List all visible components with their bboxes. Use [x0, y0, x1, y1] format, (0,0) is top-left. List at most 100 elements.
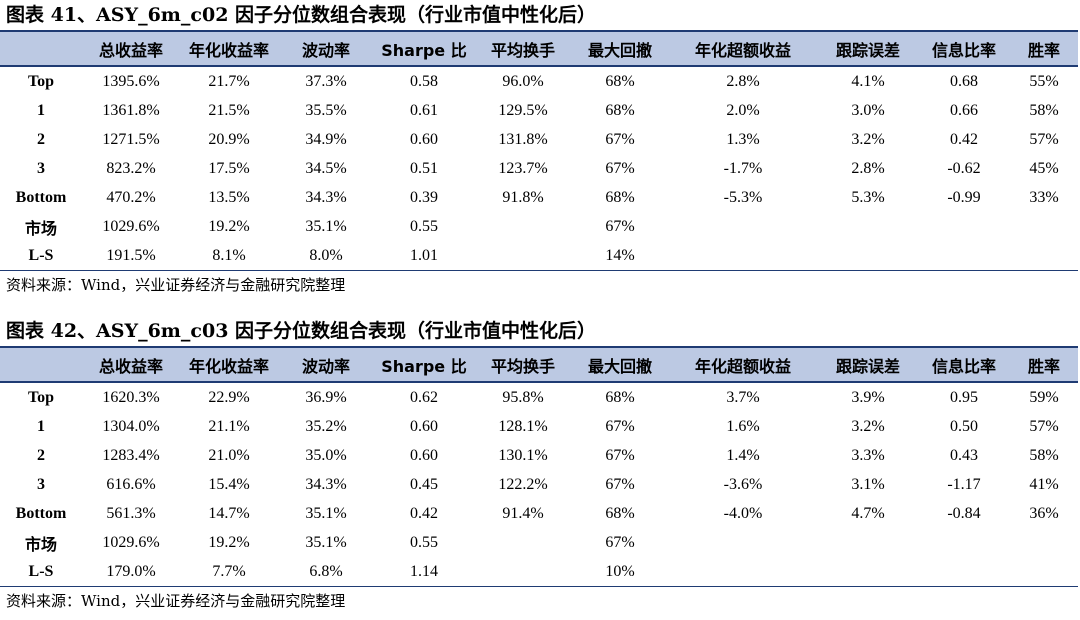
- table-cell: 3.2%: [851, 130, 885, 148]
- table-cell: [918, 241, 1010, 271]
- table-title: 图表 41、ASY_6m_c02 因子分位数组合表现（行业市值中性化后）: [6, 4, 597, 26]
- table-cell: 8.1%: [212, 246, 246, 264]
- table-cell: [818, 557, 918, 587]
- column-header: 年化收益率: [188, 40, 269, 60]
- table-cell: 0.42: [950, 130, 978, 148]
- table-cell: 91.8%: [502, 188, 544, 206]
- table-row: 2 1283.4% 21.0% 35.0% 0.60 130.1% 67% 1.4% 3.3% 0…: [0, 441, 1078, 470]
- table-block-41: 图表 41、ASY_6m_c02 因子分位数组合表现（行业市值中性化后） 总收益…: [0, 0, 1080, 299]
- table-cell: 41%: [1029, 475, 1059, 493]
- table-cell: 0.39: [410, 188, 438, 206]
- table-cell: 128.1%: [498, 417, 548, 435]
- table-cell: 67%: [605, 159, 635, 177]
- column-header: 跟踪误差: [835, 356, 900, 376]
- table-row: 2 1271.5% 20.9% 34.9% 0.60 131.8% 67% 1.3% 3.2% 0…: [0, 125, 1078, 154]
- table-cell: 0.43: [950, 446, 978, 464]
- table-cell: 1271.5%: [102, 130, 160, 148]
- table-cell: [818, 241, 918, 271]
- table-cell: 67%: [605, 533, 635, 551]
- table-cell: 17.5%: [208, 159, 250, 177]
- table-cell: -4.0%: [723, 504, 763, 522]
- table-row: L-S 179.0% 7.7% 6.8% 1.14 10%: [0, 557, 1078, 587]
- table-cell: 3.0%: [851, 101, 885, 119]
- table-cell: 45%: [1029, 159, 1059, 177]
- table-row: Top 1395.6% 21.7% 37.3% 0.58 96.0% 68% 2.8% 4.1%…: [0, 66, 1078, 96]
- row-label: L-S: [28, 246, 54, 264]
- table-cell: 561.3%: [106, 504, 156, 522]
- table-cell: 35.0%: [305, 446, 347, 464]
- table-cell: [1010, 241, 1078, 271]
- table-block-42: 图表 42、ASY_6m_c03 因子分位数组合表现（行业市值中性化后） 总收益…: [0, 316, 1080, 615]
- table-cell: 131.8%: [498, 130, 548, 148]
- table-cell: 3.3%: [851, 446, 885, 464]
- table-cell: 123.7%: [498, 159, 548, 177]
- column-header: 胜率: [1027, 356, 1060, 376]
- table-cell: 1361.8%: [102, 101, 160, 119]
- table-cell: 3.1%: [851, 475, 885, 493]
- table-cell: 58%: [1029, 446, 1059, 464]
- table-cell: 35.1%: [305, 533, 347, 551]
- table-cell: [818, 528, 918, 557]
- table-row: 3 616.6% 15.4% 34.3% 0.45 122.2% 67% -3.6% 3.1% -…: [0, 470, 1078, 499]
- table-cell: 5.3%: [851, 188, 885, 206]
- table-cell: 96.0%: [502, 72, 544, 90]
- table-row: Bottom 561.3% 14.7% 35.1% 0.42 91.4% 68% -4.0% 4…: [0, 499, 1078, 528]
- column-header: [0, 347, 82, 382]
- table-cell: 91.4%: [502, 504, 544, 522]
- table-cell: 0.45: [410, 475, 438, 493]
- table-cell: 34.3%: [305, 475, 347, 493]
- table-cell: 0.95: [950, 388, 978, 406]
- table-cell: 95.8%: [502, 388, 544, 406]
- column-header: 波动率: [301, 40, 350, 60]
- table-cell: 36.9%: [305, 388, 347, 406]
- row-label: 市场: [24, 220, 57, 238]
- table-cell: 1029.6%: [102, 217, 160, 235]
- column-header: 最大回撤: [587, 40, 652, 60]
- table-row: 1 1361.8% 21.5% 35.5% 0.61 129.5% 68% 2.0% 3.0% 0…: [0, 96, 1078, 125]
- table-cell: 1.01: [410, 246, 438, 264]
- row-label: Top: [27, 388, 55, 406]
- row-label: Bottom: [15, 504, 67, 522]
- table-cell: [474, 557, 572, 587]
- table-cell: 34.3%: [305, 188, 347, 206]
- row-label: 市场: [24, 536, 57, 554]
- table-cell: 68%: [605, 72, 635, 90]
- table-cell: 1304.0%: [102, 417, 160, 435]
- table-cell: -0.99: [947, 188, 981, 206]
- table-cell: 35.1%: [305, 217, 347, 235]
- table-cell: -3.6%: [723, 475, 763, 493]
- table-cell: 68%: [605, 504, 635, 522]
- table-cell: 0.68: [950, 72, 978, 90]
- table-cell: 67%: [605, 130, 635, 148]
- column-header: 平均换手: [490, 356, 555, 376]
- table-row: Top 1620.3% 22.9% 36.9% 0.62 95.8% 68% 3.7% 3.9%…: [0, 382, 1078, 412]
- table-cell: 35.1%: [305, 504, 347, 522]
- table-cell: 1620.3%: [102, 388, 160, 406]
- table-cell: 19.2%: [208, 217, 250, 235]
- table-cell: 68%: [605, 388, 635, 406]
- column-header: 波动率: [301, 356, 350, 376]
- table-cell: [918, 212, 1010, 241]
- table-cell: 67%: [605, 217, 635, 235]
- table-cell: 35.5%: [305, 101, 347, 119]
- table-cell: 8.0%: [309, 246, 343, 264]
- table-cell: -0.62: [947, 159, 981, 177]
- table-cell: 67%: [605, 446, 635, 464]
- table-title: 图表 42、ASY_6m_c03 因子分位数组合表现（行业市值中性化后）: [6, 320, 597, 342]
- table-cell: 22.9%: [208, 388, 250, 406]
- table-cell: 6.8%: [309, 562, 343, 580]
- table-cell: 0.60: [410, 130, 438, 148]
- table-cell: 1.4%: [726, 446, 760, 464]
- table-cell: 4.7%: [851, 504, 885, 522]
- column-header: 平均换手: [490, 40, 555, 60]
- performance-table: 总收益率 年化收益率 波动率 Sharpe 比 平均换手 最大回撤 年化超额收益 跟踪误差 信息…: [0, 346, 1078, 587]
- table-cell: 1283.4%: [102, 446, 160, 464]
- table-cell: 2.8%: [726, 72, 760, 90]
- column-header: 年化收益率: [188, 356, 269, 376]
- table-cell: 36%: [1029, 504, 1059, 522]
- table-cell: 4.1%: [851, 72, 885, 90]
- table-cell: 129.5%: [498, 101, 548, 119]
- table-cell: 68%: [605, 188, 635, 206]
- table-cell: 3.7%: [726, 388, 760, 406]
- table-cell: [668, 557, 818, 587]
